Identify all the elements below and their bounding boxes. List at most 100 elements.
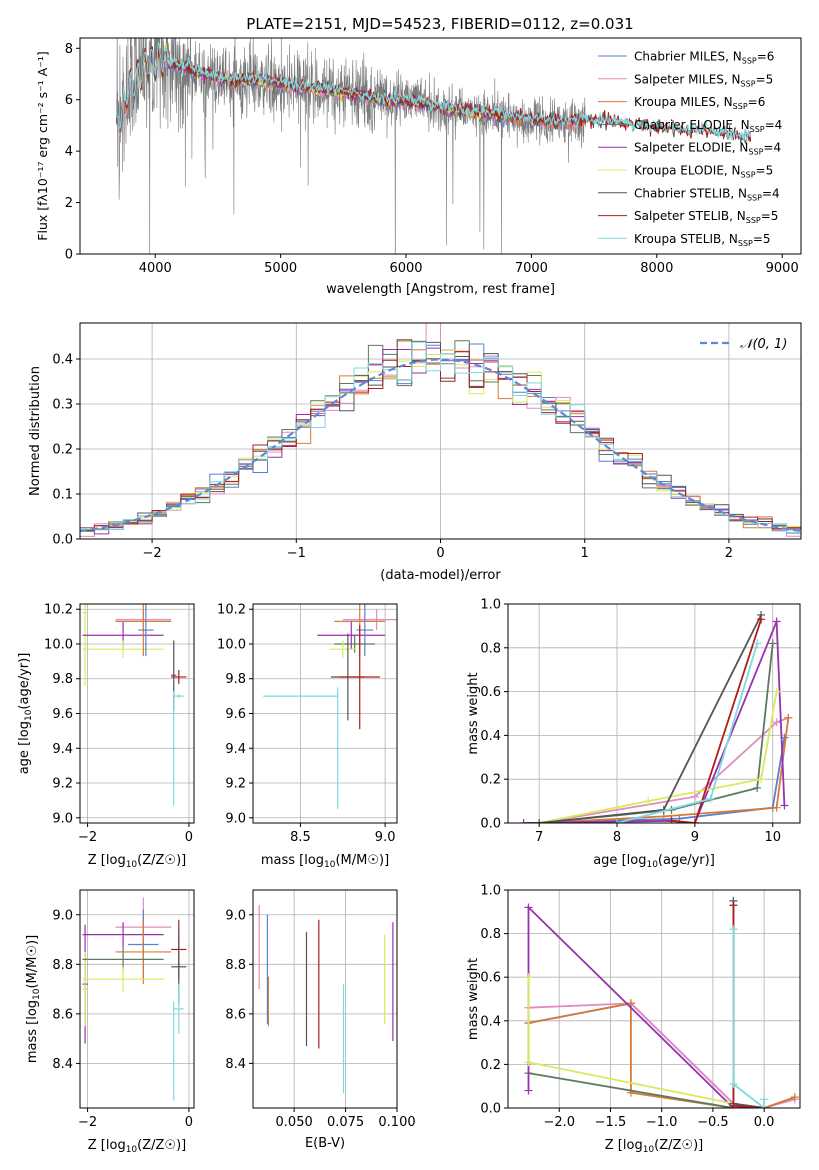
age_vs_Z-axes: −2 09.09.29.49.69.810.010.2Z [log10(Z/Z☉)…: [17, 603, 195, 870]
x-tick-label: 9000: [766, 261, 799, 276]
errorbars: [82, 897, 187, 1101]
x-tick-label: 10: [764, 830, 781, 845]
spectrum-lines: [115, 38, 752, 254]
y-tick-label: 10.2: [44, 603, 73, 618]
x-tick-label: 7: [535, 830, 543, 845]
y-tick-label: 4: [65, 145, 73, 160]
label-part: (age/yr)]: [658, 853, 715, 868]
series-line-krou_elodie: [527, 977, 765, 1108]
series-marker: [768, 639, 777, 648]
y-tick-label: 9.0: [225, 811, 246, 826]
legend-sub: SSP: [747, 193, 762, 202]
label-sub: 10: [324, 860, 336, 870]
label-part: (Z/Z☉)]: [137, 1138, 186, 1153]
series-marker: [772, 617, 781, 626]
y-tick-label: 9.8: [52, 672, 73, 687]
x-tick-label: 0: [436, 546, 444, 561]
series-marker: [519, 819, 528, 823]
series-lines: [524, 896, 799, 1108]
label-part: (M/M☉)]: [335, 853, 389, 868]
series-marker: [706, 794, 715, 803]
series-marker: [790, 1093, 799, 1102]
y-axis-label: mass [log10(M/M☉)]: [25, 935, 42, 1063]
series-marker: [690, 792, 699, 801]
series-marker: [524, 973, 533, 982]
x-tick-label: 5000: [264, 261, 297, 276]
x-tick-label: 0.075: [327, 1115, 364, 1130]
x-axis-label: (data-model)/error: [380, 568, 501, 583]
x-tick-label: 0.100: [378, 1115, 415, 1130]
legend-name: Chabrier MILES, N: [634, 50, 742, 64]
y-tick-label: 9.0: [52, 811, 73, 826]
series-marker: [757, 775, 766, 784]
normal-curve: [80, 358, 801, 533]
y-tick-label: 8: [65, 42, 73, 57]
y-tick-label: 10.2: [217, 603, 246, 618]
axes-frame: [79, 37, 802, 255]
legend-sub: SSP: [741, 171, 756, 180]
series-line-salp_miles: [538, 717, 789, 823]
x-axis-label: E(B-V): [305, 1136, 345, 1151]
legend-sub: SSP: [741, 79, 756, 88]
x-tick-label: −1.0: [646, 1115, 678, 1130]
series-marker: [524, 1086, 533, 1095]
label-sub: 10: [32, 988, 42, 1000]
series-marker: [757, 615, 766, 624]
series-marker: [772, 718, 781, 727]
y-tick-label: 0.4: [480, 1014, 501, 1029]
x-tick-label: 6000: [389, 261, 422, 276]
label-part: (Z/Z☉)]: [137, 853, 186, 868]
series-marker: [626, 999, 635, 1008]
x-tick-label: −1.5: [595, 1115, 627, 1130]
axes-frame: [79, 322, 802, 540]
x-tick-label: 8.5: [290, 830, 311, 845]
x-tick-label: 9: [691, 830, 699, 845]
y-axis-label: age [log10(age/yr)]: [17, 653, 34, 775]
series-marker: [535, 819, 544, 823]
legend-name: Chabrier STELIB, N: [634, 186, 747, 200]
y-tick-label: 0.4: [52, 353, 73, 368]
mass_vs_Z-axes: −2 08.48.68.89.0Z [log10(Z/Z☉)]mass [log1…: [25, 889, 195, 1155]
label-part: mass [log: [261, 853, 324, 868]
y-tick-label: 8.8: [225, 958, 246, 973]
residual_hist-axes: −2 −1 0 1 2 0.0 0.1 0.2 0.3 0.4 (data-model)/error…: [28, 322, 802, 583]
y-tick-label: 0.3: [52, 398, 73, 413]
y-tick-label: 9.0: [52, 908, 73, 923]
series-line-salp_stelib: [671, 619, 762, 823]
legend-eq: =5: [761, 209, 779, 223]
axes-frame: [79, 603, 195, 824]
legend-name: Salpeter ELODIE, N: [634, 141, 748, 155]
label-part: Z [log: [605, 1138, 643, 1153]
x-axis-label: wavelength [Angstrom, rest frame]: [326, 282, 555, 297]
label-sub: 10: [126, 1145, 138, 1155]
legend-name: Kroupa STELIB, N: [634, 232, 738, 246]
legend-eq: =6: [748, 95, 766, 109]
y-tick-label: 10.0: [217, 637, 246, 652]
mass_vs_ebv-axes: 0.050 0.075 0.100 8.4 8.6 8.8 9.0 E(B-V): [225, 889, 416, 1151]
y-axis-label: mass weight: [466, 958, 481, 1040]
y-tick-label: 8.4: [225, 1057, 246, 1072]
y-tick-label: 0.0: [52, 533, 73, 548]
y-tick-label: 9.8: [225, 672, 246, 687]
legend-eq: =5: [756, 164, 774, 178]
x-axis-label: Z [log10(Z/Z☉)]: [88, 1138, 186, 1155]
histograms: [80, 323, 801, 537]
y-tick-label: 0.8: [480, 641, 501, 656]
legend-eq: =5: [753, 232, 771, 246]
y-tick-label: 8.6: [52, 1007, 73, 1022]
legend-label: Chabrier STELIB, NSSP=4: [634, 186, 780, 202]
series-marker: [524, 1058, 533, 1067]
y-axis-label: Normed distribution: [28, 366, 43, 496]
y-tick-label: 9.4: [52, 742, 73, 757]
series-line-salp_stelib: [732, 905, 765, 1108]
label-part: Z [log: [88, 853, 126, 868]
x-tick-label: 4000: [139, 261, 172, 276]
legend-sub: SSP: [746, 216, 761, 225]
y-tick-label: 0.6: [480, 685, 501, 700]
x-tick-label: −0.5: [697, 1115, 729, 1130]
series-marker: [772, 803, 781, 812]
y-tick-label: 2: [65, 196, 73, 211]
y-tick-label: 1.0: [480, 598, 501, 613]
series-marker: [780, 801, 789, 810]
